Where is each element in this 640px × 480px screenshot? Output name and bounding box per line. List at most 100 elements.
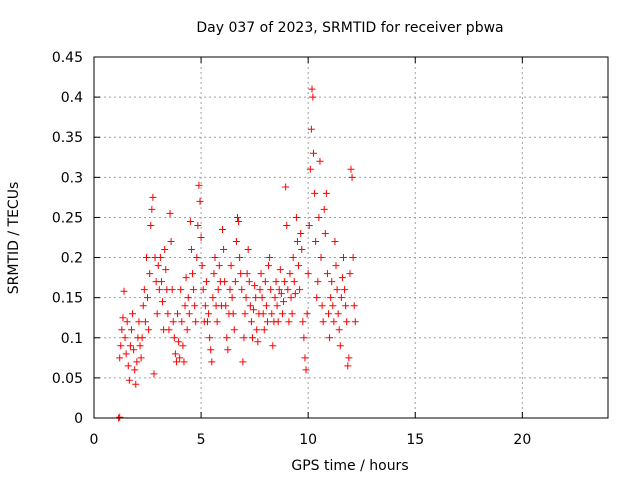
data-point: [275, 286, 283, 294]
data-point: [314, 278, 322, 286]
data-point: [332, 262, 340, 270]
data-point: [124, 362, 132, 370]
data-point: [165, 326, 173, 334]
data-point: [303, 310, 311, 318]
data-point: [175, 338, 183, 346]
data-point: [137, 354, 145, 362]
data-point: [286, 270, 294, 278]
data-point: [135, 318, 143, 326]
data-point: [299, 318, 307, 326]
data-point: [307, 125, 315, 133]
data-point: [126, 342, 134, 350]
data-point: [304, 270, 312, 278]
data-point: [306, 165, 314, 173]
data-point: [312, 238, 320, 246]
data-point: [145, 326, 153, 334]
data-point: [316, 157, 324, 165]
data-point: [311, 189, 319, 197]
data-point: [123, 318, 131, 326]
data-point: [334, 310, 342, 318]
data-point: [214, 286, 222, 294]
data-point: [248, 334, 256, 342]
data-point: [192, 318, 200, 326]
data-point: [179, 342, 187, 350]
data-point: [220, 246, 228, 254]
data-point: [265, 262, 273, 270]
data-point: [210, 270, 218, 278]
data-point: [266, 254, 274, 262]
data-point: [222, 302, 230, 310]
data-point: [154, 262, 162, 270]
data-point: [232, 238, 240, 246]
data-point: [317, 254, 325, 262]
data-point: [351, 318, 359, 326]
data-point: [305, 221, 313, 229]
data-point: [301, 354, 309, 362]
data-point: [116, 354, 124, 362]
data-point: [172, 358, 180, 366]
data-point: [323, 270, 331, 278]
data-point: [310, 149, 318, 157]
data-point: [242, 294, 250, 302]
data-point: [346, 270, 354, 278]
grid: [94, 57, 608, 418]
data-point: [336, 342, 344, 350]
x-tick-label: 10: [299, 432, 317, 448]
data-point: [281, 278, 289, 286]
data-point: [213, 318, 221, 326]
x-tick-label: 5: [197, 432, 206, 448]
data-point: [122, 350, 130, 358]
data-point: [233, 213, 241, 221]
data-point: [204, 318, 212, 326]
data-point: [293, 238, 301, 246]
data-point: [298, 246, 306, 254]
data-point: [131, 366, 139, 374]
data-point: [268, 310, 276, 318]
data-point: [295, 262, 303, 270]
data-point: [150, 370, 158, 378]
data-point: [327, 294, 335, 302]
data-point: [183, 326, 191, 334]
data-point: [223, 334, 231, 342]
data-point: [313, 294, 321, 302]
data-point: [201, 302, 209, 310]
data-point: [271, 294, 279, 302]
data-point: [284, 286, 292, 294]
data-point: [185, 310, 193, 318]
data-point: [149, 193, 157, 201]
data-point: [319, 318, 327, 326]
data-point: [261, 278, 269, 286]
data-point: [239, 358, 247, 366]
data-point: [170, 334, 178, 342]
data-point: [329, 302, 337, 310]
tick-labels: 0 5 10 15 20 0 0.05 0.1 0.15 0.2 0.25 0.3 0.35 0.4 0.4…: [52, 50, 531, 448]
data-point: [325, 310, 333, 318]
x-tick-label: 15: [406, 432, 424, 448]
data-point: [187, 246, 195, 254]
data-point: [171, 350, 179, 358]
data-point: [236, 254, 244, 262]
data-point: [147, 221, 155, 229]
data-point: [289, 254, 297, 262]
data-point: [258, 294, 266, 302]
data-point: [228, 294, 236, 302]
plot-frame: [93, 56, 609, 419]
data-point: [202, 278, 210, 286]
y-tick-label: 0.45: [52, 50, 83, 66]
data-point: [159, 298, 167, 306]
data-point: [321, 229, 329, 237]
data-point: [241, 310, 249, 318]
data-point: [136, 342, 144, 350]
y-tick-label: 0.05: [52, 371, 83, 387]
data-point: [129, 310, 137, 318]
data-point: [161, 246, 169, 254]
data-point: [166, 209, 174, 217]
data-point: [251, 282, 259, 290]
data-point: [167, 238, 175, 246]
data-point: [288, 310, 296, 318]
data-point: [282, 183, 290, 191]
data-point: [191, 302, 199, 310]
data-point: [180, 358, 188, 366]
data-point: [169, 318, 177, 326]
y-tick-label: 0.35: [52, 130, 83, 146]
